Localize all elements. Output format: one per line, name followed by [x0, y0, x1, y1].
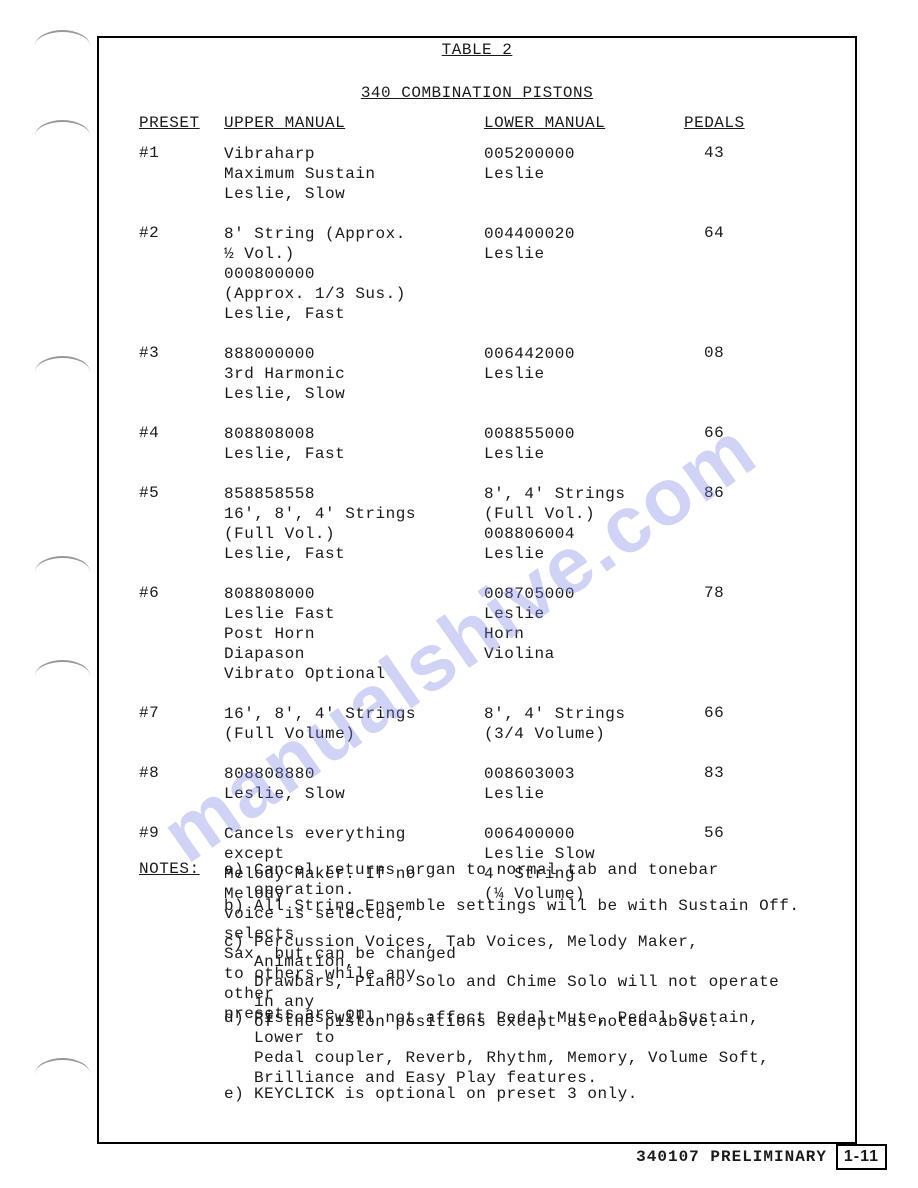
- cell-lower: 004400020 Leslie: [484, 224, 674, 264]
- cell-upper: 8' String (Approx. ½ Vol.) 000800000 (Ap…: [224, 224, 474, 324]
- cell-preset: #5: [139, 484, 219, 502]
- cell-pedals: 43: [704, 144, 784, 162]
- cell-upper: 16', 8', 4' Strings (Full Volume): [224, 704, 474, 744]
- cell-pedals: 66: [704, 704, 784, 722]
- footer-text: 340107 PRELIMINARY: [636, 1148, 827, 1166]
- cell-preset: #9: [139, 824, 219, 842]
- cell-pedals: 64: [704, 224, 784, 242]
- table-frame: TABLE 2 340 COMBINATION PISTONS PRESET U…: [97, 36, 857, 1144]
- note-item: a)Cancel returns organ to normal tab and…: [224, 860, 815, 900]
- note-item: e)KEYCLICK is optional on preset 3 only.: [224, 1084, 815, 1104]
- cell-preset: #3: [139, 344, 219, 362]
- cell-pedals: 83: [704, 764, 784, 782]
- cell-preset: #7: [139, 704, 219, 722]
- footer: 340107 PRELIMINARY 1-11: [97, 1148, 887, 1174]
- note-item: d)Pistons will not affect Pedal Mute, Pe…: [224, 1008, 815, 1088]
- binding-mark: [35, 660, 90, 676]
- note-text: All String Ensemble settings will be wit…: [254, 896, 805, 916]
- footer-page-box: 1-11: [836, 1144, 887, 1170]
- cell-lower: 008705000 Leslie Horn Violina: [484, 584, 674, 664]
- note-letter: c): [224, 932, 254, 952]
- note-letter: a): [224, 860, 254, 880]
- table-title: TABLE 2: [99, 41, 855, 59]
- cell-lower: 008603003 Leslie: [484, 764, 674, 804]
- cell-lower: 005200000 Leslie: [484, 144, 674, 184]
- note-text: Cancel returns organ to normal tab and t…: [254, 860, 805, 900]
- cell-preset: #8: [139, 764, 219, 782]
- page: TABLE 2 340 COMBINATION PISTONS PRESET U…: [0, 0, 918, 1188]
- cell-pedals: 78: [704, 584, 784, 602]
- header-preset: PRESET: [139, 114, 200, 132]
- cell-upper: 858858558 16', 8', 4' Strings (Full Vol.…: [224, 484, 474, 564]
- binding-mark: [35, 1058, 90, 1074]
- cell-pedals: 66: [704, 424, 784, 442]
- cell-upper: Vibraharp Maximum Sustain Leslie, Slow: [224, 144, 474, 204]
- cell-preset: #1: [139, 144, 219, 162]
- cell-pedals: 08: [704, 344, 784, 362]
- table-subtitle: 340 COMBINATION PISTONS: [99, 84, 855, 102]
- cell-upper: 888000000 3rd Harmonic Leslie, Slow: [224, 344, 474, 404]
- cell-preset: #2: [139, 224, 219, 242]
- cell-lower: 8', 4' Strings (3/4 Volume): [484, 704, 674, 744]
- note-text: Pistons will not affect Pedal Mute, Peda…: [254, 1008, 805, 1088]
- header-pedals: PEDALS: [684, 114, 745, 132]
- note-letter: d): [224, 1008, 254, 1028]
- note-letter: e): [224, 1084, 254, 1104]
- cell-lower: 8', 4' Strings (Full Vol.) 008806004 Les…: [484, 484, 674, 564]
- header-lower: LOWER MANUAL: [484, 114, 605, 132]
- header-upper: UPPER MANUAL: [224, 114, 345, 132]
- cell-upper: 808808008 Leslie, Fast: [224, 424, 474, 464]
- cell-pedals: 56: [704, 824, 784, 842]
- note-text: KEYCLICK is optional on preset 3 only.: [254, 1084, 805, 1104]
- cell-lower: 008855000 Leslie: [484, 424, 674, 464]
- cell-pedals: 86: [704, 484, 784, 502]
- note-letter: b): [224, 896, 254, 916]
- binding-mark: [35, 120, 90, 136]
- binding-mark: [35, 30, 90, 46]
- binding-mark: [35, 356, 90, 372]
- notes-label: NOTES:: [139, 860, 200, 878]
- cell-preset: #4: [139, 424, 219, 442]
- cell-preset: #6: [139, 584, 219, 602]
- binding-mark: [35, 556, 90, 572]
- note-item: b)All String Ensemble settings will be w…: [224, 896, 815, 916]
- cell-upper: 808808000 Leslie Fast Post Horn Diapason…: [224, 584, 474, 684]
- cell-lower: 006442000 Leslie: [484, 344, 674, 384]
- cell-upper: 808808880 Leslie, Slow: [224, 764, 474, 804]
